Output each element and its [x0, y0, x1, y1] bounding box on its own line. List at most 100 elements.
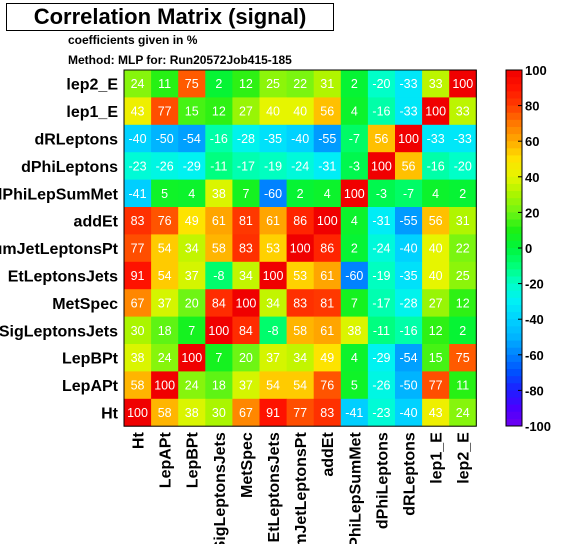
colorbar-tick-label: 60 — [525, 134, 539, 149]
heatmap-cell — [422, 316, 450, 345]
heatmap-cell — [286, 234, 315, 263]
cell-value-label: 37 — [239, 379, 253, 393]
cell-value-label: -28 — [237, 132, 255, 146]
heatmap-cell — [449, 289, 477, 317]
heatmap-cell — [340, 70, 369, 98]
cell-value-label: 100 — [154, 379, 175, 393]
heatmap-cell — [124, 179, 152, 208]
colorbar-segment — [506, 126, 522, 135]
colorbar-segment — [506, 112, 522, 121]
heatmap-cell — [367, 97, 396, 126]
cell-value-label: -28 — [400, 296, 418, 310]
cell-value-label: 31 — [320, 77, 334, 91]
heatmap-cell — [422, 344, 450, 372]
heatmap-cell — [124, 316, 152, 345]
heatmap-cell — [313, 97, 342, 126]
heatmap-cell — [313, 124, 342, 153]
cell-value-label: 43 — [429, 406, 443, 420]
cell-value-label: -50 — [400, 379, 418, 393]
cell-value-label: 40 — [429, 269, 443, 283]
heatmap-cell — [422, 97, 450, 126]
heatmap-cell — [340, 344, 369, 372]
subtitle-coefficients: coefficients given in % — [68, 33, 198, 47]
cell-value-label: 40 — [266, 105, 280, 119]
heatmap-cell — [340, 124, 369, 153]
heatmap-cell — [340, 179, 369, 208]
colorbar-segment — [506, 319, 522, 327]
heatmap-cell — [286, 371, 315, 400]
colorbar-segment — [506, 411, 522, 420]
cell-value-label: -31 — [318, 159, 336, 173]
cell-value-label: 49 — [185, 214, 199, 228]
heatmap-cell — [178, 97, 206, 126]
heatmap-cell — [124, 124, 152, 153]
heatmap-cell — [395, 316, 423, 345]
colorbar-segment — [506, 91, 522, 99]
heatmap-cell — [340, 316, 369, 345]
heatmap-cell — [340, 234, 369, 263]
heatmap-cell — [313, 207, 342, 235]
heatmap-cell — [151, 261, 179, 290]
heatmap-cell — [422, 70, 450, 98]
cell-value-label: 76 — [158, 214, 172, 228]
colorbar-segment — [506, 276, 522, 285]
heatmap-cell — [205, 289, 233, 317]
colorbar-segment — [506, 269, 522, 277]
heatmap-cell — [178, 124, 206, 153]
row-label: Ht — [101, 406, 119, 423]
heatmap-cell — [286, 316, 315, 345]
heatmap-cell — [395, 398, 423, 427]
heatmap-cell — [313, 179, 342, 208]
heatmap-cell — [178, 316, 206, 345]
cell-value-label: -8 — [267, 324, 278, 338]
cell-value-label: -16 — [210, 132, 228, 146]
heatmap-cell — [232, 179, 260, 208]
heatmap-cell — [259, 261, 287, 290]
cell-value-label: 11 — [456, 379, 469, 393]
column-label: LepBPt — [185, 432, 202, 489]
heatmap-cell — [124, 289, 152, 317]
cell-value-label: 100 — [344, 187, 365, 201]
cell-value-label: -60 — [264, 187, 282, 201]
cell-value-label: -17 — [237, 159, 255, 173]
cell-value-label: 56 — [374, 132, 388, 146]
heatmap-cell — [422, 371, 450, 400]
heatmap-cell — [449, 398, 477, 427]
cell-value-label: -11 — [210, 159, 227, 173]
colorbar-segment — [506, 219, 522, 228]
heatmap-cell — [124, 234, 152, 263]
cell-value-label: -16 — [400, 324, 418, 338]
heatmap-cell — [151, 289, 179, 317]
cell-value-label: 7 — [351, 296, 358, 310]
cell-value-label: 100 — [263, 269, 284, 283]
cell-value-label: 24 — [456, 406, 470, 420]
cell-value-label: 100 — [398, 132, 419, 146]
heatmap-cell — [340, 152, 369, 180]
heatmap-cell — [422, 234, 450, 263]
colorbar-segment — [506, 397, 522, 406]
cell-value-label: 33 — [429, 77, 443, 91]
column-label: MetSpec — [239, 432, 256, 498]
cell-value-label: -19 — [372, 269, 390, 283]
heatmap-cell — [259, 344, 287, 372]
colorbar-segment — [506, 183, 522, 192]
heatmap-cell — [422, 179, 450, 208]
colorbar-segment — [506, 255, 522, 263]
heatmap-cell — [286, 152, 315, 180]
colorbar-segment — [506, 77, 522, 85]
colorbar-segment — [506, 312, 522, 320]
heatmap-cell — [124, 344, 152, 372]
cell-value-label: -19 — [264, 159, 282, 173]
cell-value-label: 12 — [456, 296, 470, 310]
cell-value-label: 38 — [185, 406, 199, 420]
row-label: addEt — [74, 214, 119, 231]
cell-value-label: 75 — [456, 351, 470, 365]
cell-value-label: 7 — [215, 351, 222, 365]
colorbar-segment — [506, 361, 522, 370]
colorbar-segment — [506, 383, 522, 391]
heatmap-cell — [395, 70, 423, 98]
column-label: SigLeptonsJets — [212, 432, 229, 544]
heatmap-cell — [259, 398, 287, 427]
row-label: SigLeptonsJets — [0, 323, 118, 340]
cell-value-label: 86 — [320, 242, 334, 256]
